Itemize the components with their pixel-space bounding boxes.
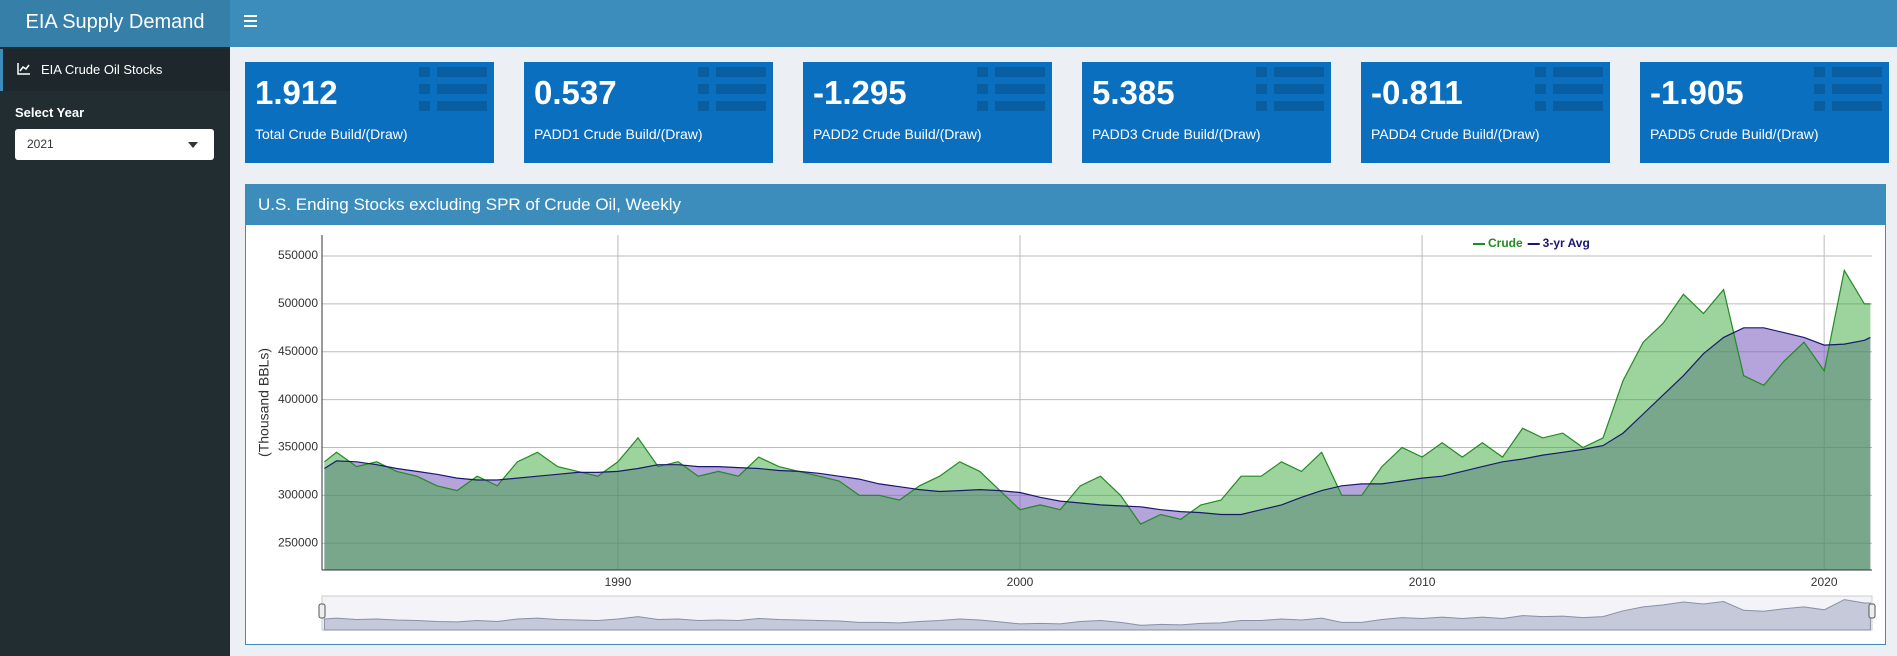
box-icon <box>1256 67 1267 77</box>
box-icon <box>1256 101 1267 111</box>
value-box: -0.811 PADD4 Crude Build/(Draw) <box>1361 62 1610 163</box>
value-box: 1.912 Total Crude Build/(Draw) <box>245 62 494 163</box>
legend-label: 3-yr Avg <box>1543 236 1590 250</box>
y-tick-label: 350000 <box>278 440 318 454</box>
value-box: 5.385 PADD3 Crude Build/(Draw) <box>1082 62 1331 163</box>
select-label: Select Year <box>15 105 85 120</box>
x-tick-label: 2010 <box>1409 575 1436 589</box>
value-box: 0.537 PADD1 Crude Build/(Draw) <box>524 62 773 163</box>
x-tick-label: 1990 <box>605 575 632 589</box>
box-icon <box>698 101 709 111</box>
box-label: PADD3 Crude Build/(Draw) <box>1092 126 1261 142</box>
box-icon <box>1553 101 1603 111</box>
y-tick-label: 300000 <box>278 488 318 502</box>
y-tick-label: 250000 <box>278 535 318 549</box>
box-icon <box>977 67 988 77</box>
box-icon <box>1274 101 1324 111</box>
y-tick-label: 550000 <box>278 248 318 262</box>
box-label: PADD4 Crude Build/(Draw) <box>1371 126 1540 142</box>
box-icon <box>977 101 988 111</box>
series-line <box>324 327 1871 516</box>
range-selector-area <box>323 599 1871 631</box>
box-icon <box>995 84 1045 94</box>
box-value: -1.295 <box>813 74 907 111</box>
y-axis-label: (Thousand BBLs) <box>256 348 272 457</box>
y-tick-label: 450000 <box>278 344 318 358</box>
box-icon <box>716 101 766 111</box>
box-icon <box>1256 84 1267 94</box>
box-icon <box>1535 84 1546 94</box>
box-icon <box>437 101 487 111</box>
x-tick-label: 2000 <box>1007 575 1034 589</box>
chart-box: U.S. Ending Stocks excluding SPR of Crud… <box>245 184 1886 645</box>
box-label: Total Crude Build/(Draw) <box>255 126 408 142</box>
box-icon <box>437 67 487 77</box>
menu-item[interactable]: EIA Crude Oil Stocks <box>0 49 230 91</box>
chart-icon <box>17 63 30 75</box>
series-area <box>324 270 1871 570</box>
value-box: -1.295 PADD2 Crude Build/(Draw) <box>803 62 1052 163</box>
y-tick-label: 500000 <box>278 296 318 310</box>
legend-label: Crude <box>1488 236 1523 250</box>
select-value: 2021 <box>27 137 54 151</box>
year-select[interactable]: 2021 <box>15 129 214 160</box>
menu-label: EIA Crude Oil Stocks <box>41 62 163 77</box>
app-title: EIA Supply Demand <box>0 0 230 47</box>
y-tick-label: 400000 <box>278 392 318 406</box>
box-icon <box>698 84 709 94</box>
box-value: 1.912 <box>255 74 338 111</box>
value-box: -1.905 PADD5 Crude Build/(Draw) <box>1640 62 1889 163</box>
sidebar-toggle[interactable] <box>244 15 257 27</box>
box-title: U.S. Ending Stocks excluding SPR of Crud… <box>258 195 681 214</box>
range-handle[interactable] <box>318 603 326 619</box>
box-label: PADD2 Crude Build/(Draw) <box>813 126 982 142</box>
box-icon <box>1832 84 1882 94</box>
box-icon <box>419 84 430 94</box>
box-value: 0.537 <box>534 74 617 111</box>
top-bar <box>230 0 1897 47</box>
box-value: -1.905 <box>1650 74 1744 111</box>
sidebar: EIA Crude Oil Stocks Select Year 2021 <box>0 47 230 656</box>
box-icon <box>419 67 430 77</box>
box-icon <box>1814 67 1825 77</box>
box-icon <box>1814 84 1825 94</box>
box-icon <box>1535 67 1546 77</box>
box-label: PADD1 Crude Build/(Draw) <box>534 126 703 142</box>
box-icon <box>437 84 487 94</box>
box-label: PADD5 Crude Build/(Draw) <box>1650 126 1819 142</box>
series-line <box>324 268 1871 525</box>
box-icon <box>716 67 766 77</box>
x-tick-label: 2020 <box>1811 575 1838 589</box>
range-handle[interactable] <box>1868 603 1876 619</box>
box-value: 5.385 <box>1092 74 1175 111</box>
box-icon <box>716 84 766 94</box>
box-icon <box>995 101 1045 111</box>
box-icon <box>698 67 709 77</box>
box-icon <box>1274 67 1324 77</box>
box-icon <box>1832 101 1882 111</box>
box-icon <box>1274 84 1324 94</box>
box-icon <box>977 84 988 94</box>
box-header: U.S. Ending Stocks excluding SPR of Crud… <box>246 185 1885 225</box>
box-icon <box>1832 67 1882 77</box>
box-icon <box>995 67 1045 77</box>
chart: 250000 300000 350000 400000 450000 500000 5500… <box>256 235 1876 631</box>
box-icon <box>419 101 430 111</box>
box-value: -0.811 <box>1371 74 1463 111</box>
box-icon <box>1535 101 1546 111</box>
box-icon <box>1553 67 1603 77</box>
box-icon <box>1553 84 1603 94</box>
box-icon <box>1814 101 1825 111</box>
